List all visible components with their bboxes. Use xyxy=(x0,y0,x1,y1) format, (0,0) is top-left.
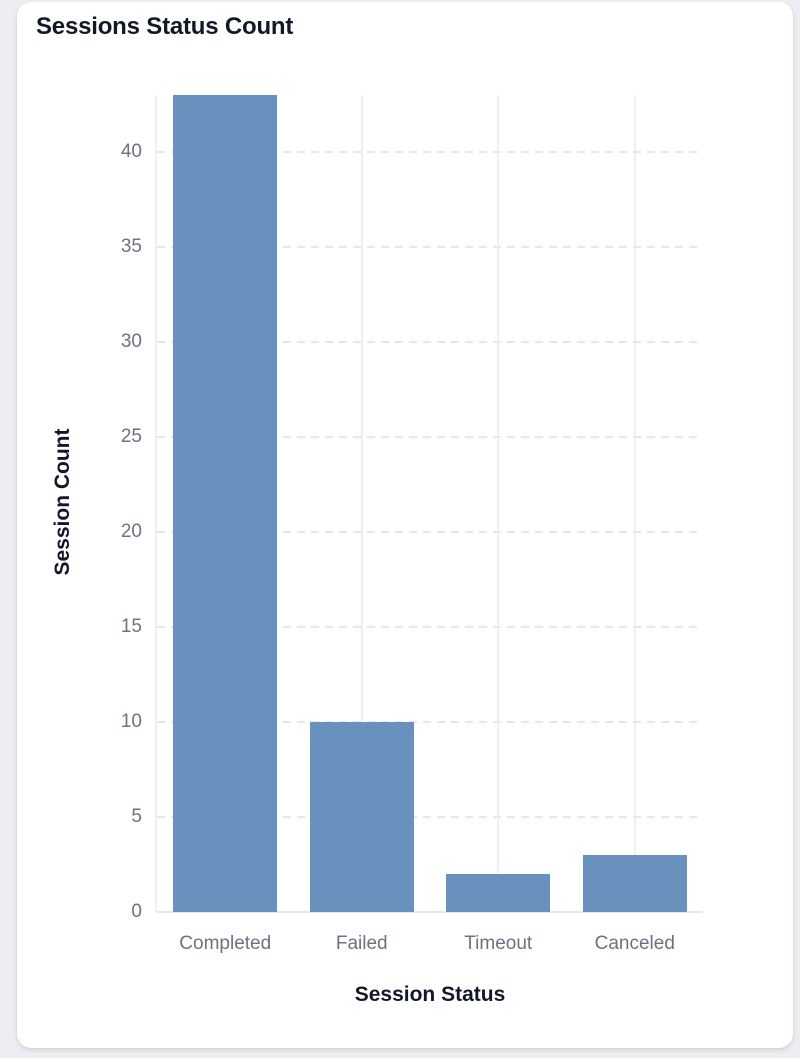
y-axis-line xyxy=(155,95,157,912)
y-tick-label: 15 xyxy=(120,616,142,637)
vertical-gridline xyxy=(360,95,363,912)
horizontal-gridline xyxy=(157,341,703,343)
horizontal-gridline xyxy=(157,531,703,533)
bar-timeout[interactable] xyxy=(446,874,551,912)
chart-area: Session Count Session Status 0 5 10 15 20 25 3… xyxy=(17,2,793,1048)
chart-title: Sessions Status Count xyxy=(36,13,294,40)
y-axis-title: Session Count xyxy=(51,428,74,576)
y-tick-label: 20 xyxy=(120,521,142,542)
bar-failed[interactable] xyxy=(309,722,414,912)
x-tick-label: Timeout xyxy=(464,933,533,954)
y-tick-label: 30 xyxy=(120,331,142,352)
bar-canceled[interactable] xyxy=(582,855,687,912)
horizontal-gridline xyxy=(157,246,703,248)
y-tick-label: 35 xyxy=(120,236,142,257)
vertical-gridline xyxy=(633,95,636,912)
x-tick-label: Canceled xyxy=(594,933,675,954)
horizontal-gridline xyxy=(157,721,703,723)
horizontal-gridline xyxy=(157,626,703,628)
x-tick-label: Completed xyxy=(179,933,272,954)
chart-card: Sessions Status Count Session Count Sess… xyxy=(17,2,793,1048)
horizontal-gridline xyxy=(157,436,703,438)
x-tick-label: Failed xyxy=(335,933,388,954)
x-axis-title: Session Status xyxy=(354,983,506,1006)
y-tick-label: 40 xyxy=(120,141,142,162)
y-tick-label: 25 xyxy=(120,426,142,447)
vertical-gridline xyxy=(497,95,500,912)
horizontal-gridline xyxy=(157,816,703,818)
y-tick-label: 10 xyxy=(120,711,142,732)
y-tick-label: 0 xyxy=(131,901,142,922)
y-tick-label: 5 xyxy=(131,806,142,827)
x-axis-line xyxy=(157,911,703,913)
bar-completed[interactable] xyxy=(173,95,278,912)
horizontal-gridline xyxy=(157,151,703,153)
